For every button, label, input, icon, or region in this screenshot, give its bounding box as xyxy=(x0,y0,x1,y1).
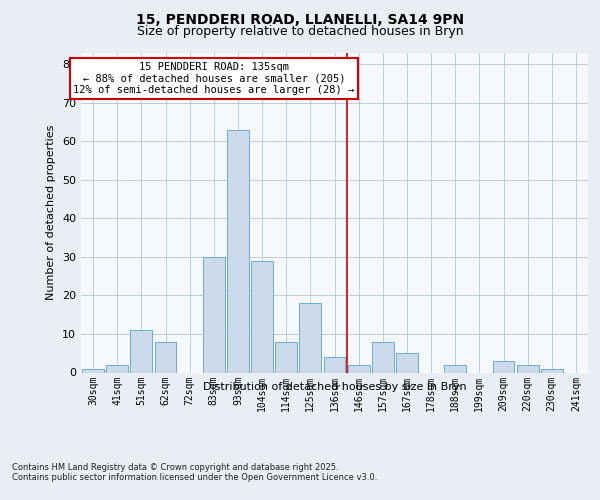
Bar xyxy=(493,361,514,372)
Text: 15 PENDDERI ROAD: 135sqm
← 88% of detached houses are smaller (205)
12% of semi-: 15 PENDDERI ROAD: 135sqm ← 88% of detach… xyxy=(73,62,355,96)
Bar xyxy=(541,368,563,372)
Bar xyxy=(299,303,321,372)
Bar xyxy=(348,365,370,372)
Text: 15, PENDDERI ROAD, LLANELLI, SA14 9PN: 15, PENDDERI ROAD, LLANELLI, SA14 9PN xyxy=(136,12,464,26)
Bar xyxy=(445,365,466,372)
Bar xyxy=(155,342,176,372)
Bar xyxy=(275,342,297,372)
Bar xyxy=(372,342,394,372)
Bar xyxy=(82,368,104,372)
Text: Distribution of detached houses by size in Bryn: Distribution of detached houses by size … xyxy=(203,382,467,392)
Bar xyxy=(227,130,249,372)
Bar xyxy=(203,257,224,372)
Bar xyxy=(106,365,128,372)
Bar xyxy=(323,357,346,372)
Text: Size of property relative to detached houses in Bryn: Size of property relative to detached ho… xyxy=(137,25,463,38)
Bar xyxy=(396,353,418,372)
Text: Contains HM Land Registry data © Crown copyright and database right 2025.
Contai: Contains HM Land Registry data © Crown c… xyxy=(12,462,377,482)
Y-axis label: Number of detached properties: Number of detached properties xyxy=(46,125,56,300)
Bar xyxy=(251,260,273,372)
Bar xyxy=(517,365,539,372)
Bar xyxy=(130,330,152,372)
